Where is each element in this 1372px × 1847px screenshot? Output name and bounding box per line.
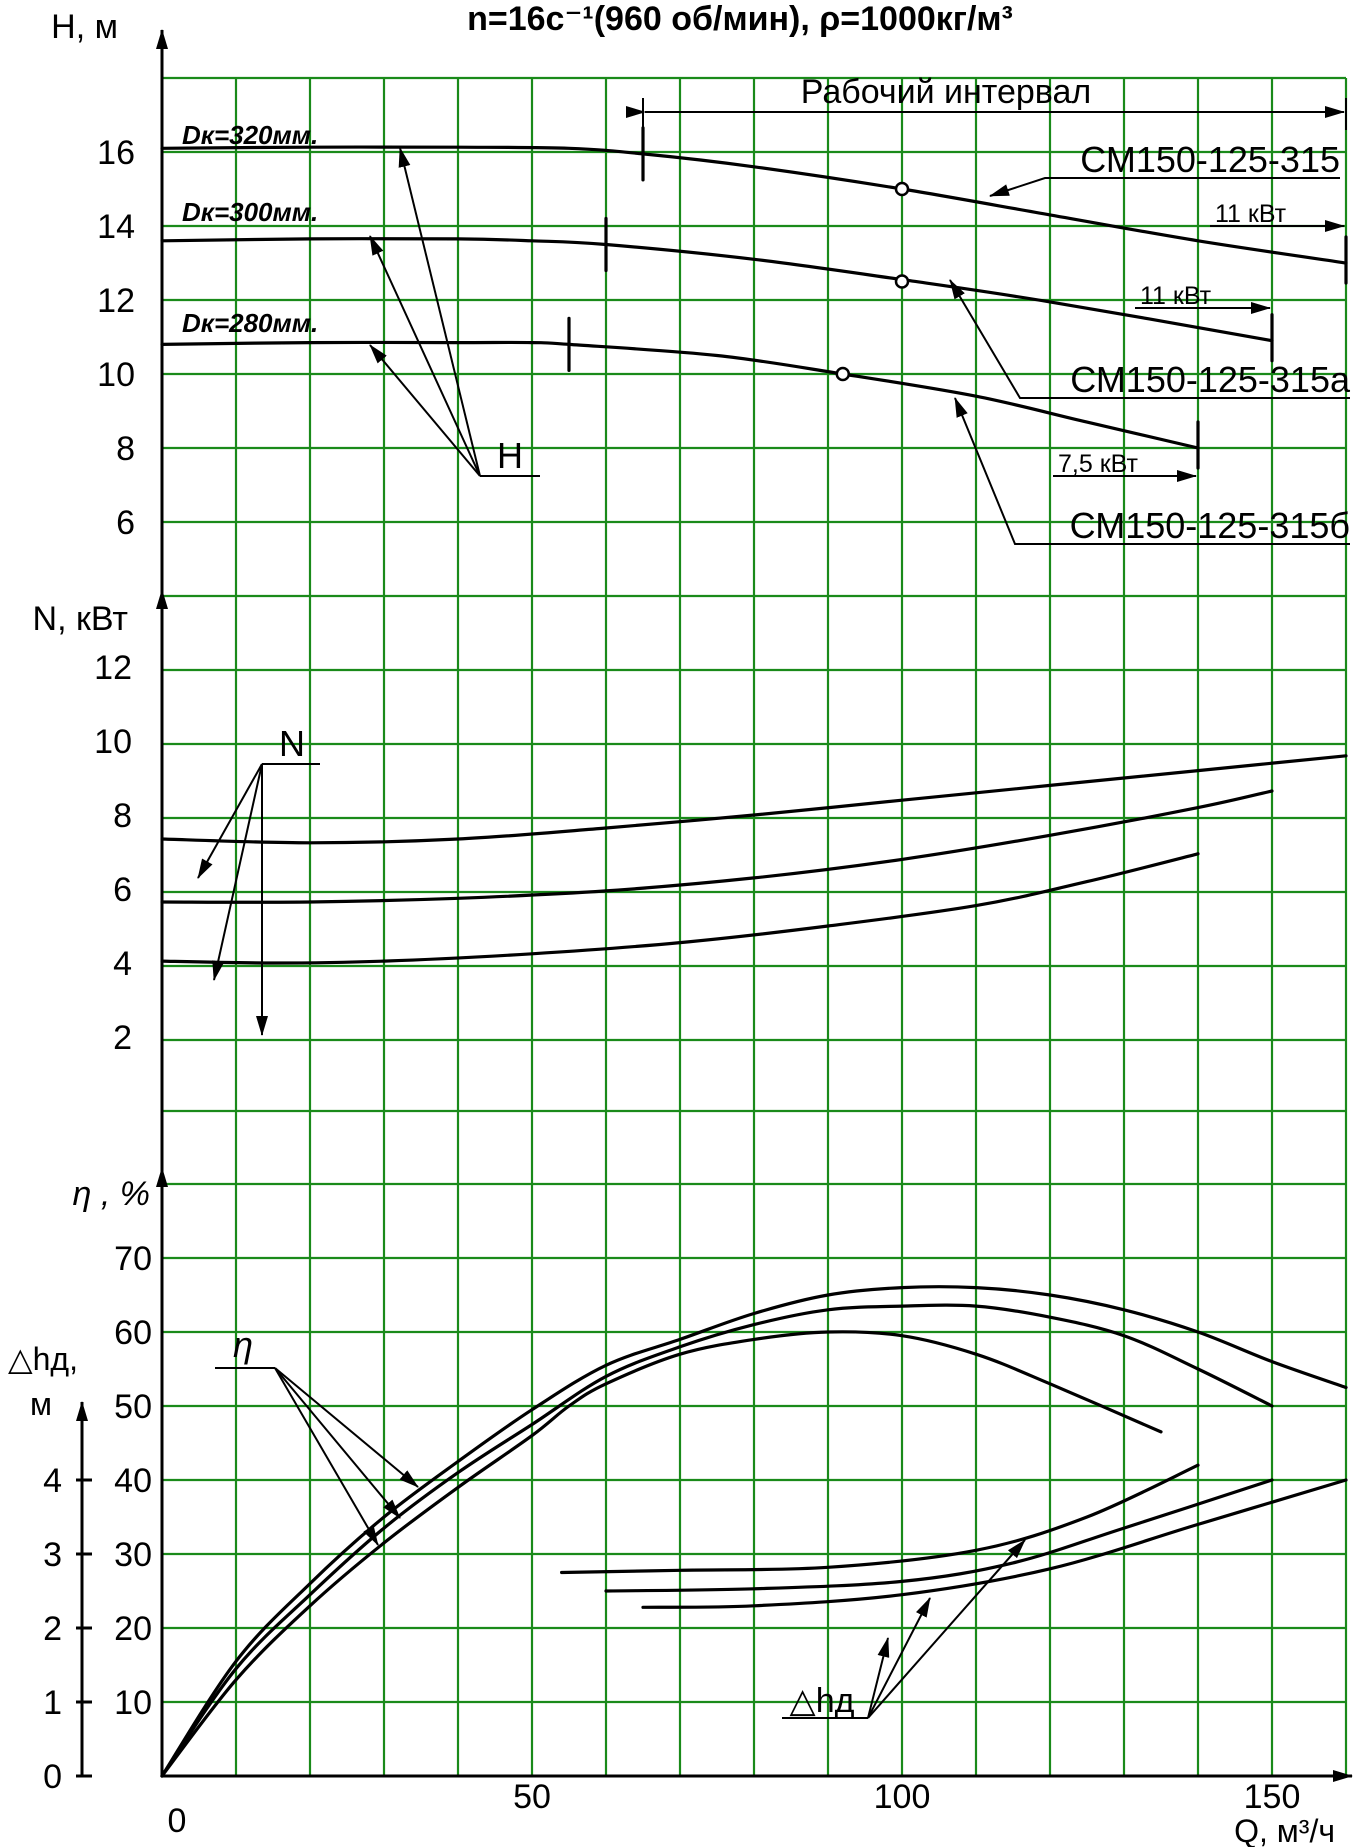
pump-label-315a: СМ150-125-315а: [1070, 359, 1351, 400]
power-label-315b: 7,5 кВт: [1058, 450, 1138, 478]
diameter-label-320: Dк=320мм.: [182, 120, 318, 150]
curve-leader-eta-300: [274, 1367, 401, 1519]
power-label-315: 11 кВт: [1215, 200, 1287, 228]
power-curve-320: [160, 754, 1348, 845]
power-curve-300: [160, 789, 1274, 904]
tick-eta-2: 20: [114, 1610, 152, 1648]
curve-leader-npsh-300: [867, 1597, 931, 1719]
tick-head-2: 10: [97, 356, 135, 394]
pump-label-leader-280: [954, 397, 1350, 545]
tick-x-1: 50: [513, 1778, 551, 1816]
diameter-label-280: Dк=280мм.: [182, 308, 318, 338]
power-curve-280: [160, 852, 1200, 965]
tick-power-3: 8: [113, 797, 132, 835]
tick-head-4: 14: [97, 208, 135, 246]
diameter-label-300: Dк=300мм.: [182, 197, 318, 227]
efficiency-curve-280: [160, 1330, 1163, 1778]
head-curve-320: [160, 145, 1348, 265]
tick-eta-1: 10: [114, 1684, 152, 1722]
curve-leader-npsh-280: [867, 1539, 1026, 1719]
tick-power-5: 12: [94, 649, 132, 687]
pump-label-leader-320: [989, 177, 1340, 197]
bep-point-300: [894, 274, 910, 289]
tick-x-2: 100: [874, 1778, 931, 1816]
axis-title-head: H, м: [51, 8, 118, 46]
curve-label-h: H: [497, 435, 523, 476]
curves: [160, 145, 1348, 1778]
tick-head-3: 12: [97, 282, 135, 320]
npsh-curve-300: [604, 1478, 1274, 1593]
curve-leader-n-320: [197, 763, 263, 879]
tick-eta-3: 30: [114, 1536, 152, 1574]
tick-head-1: 8: [116, 430, 135, 468]
head-curve-280: [160, 340, 1200, 450]
curve-label-eta: η: [233, 1324, 253, 1365]
chart-title: n=16c⁻¹(960 об/мин), ρ=1000кг/м³: [467, 0, 1013, 38]
bep-point-280: [835, 366, 851, 382]
npsh-curve-280: [560, 1463, 1200, 1575]
axis-title-efficiency: η , %: [73, 1175, 150, 1213]
grid: [162, 76, 1348, 1776]
pump-label-315: СМ150-125-315: [1080, 139, 1340, 180]
power-label-315a: 11 кВт: [1140, 282, 1212, 310]
tick-power-0: 2: [113, 1019, 132, 1057]
bep-point-320: [894, 181, 910, 197]
tick-eta-7: 70: [114, 1240, 152, 1278]
curve-leader-h-300: [369, 235, 481, 477]
curve-leader-eta-320: [274, 1367, 419, 1488]
tick-eta-5: 50: [114, 1388, 152, 1426]
tick-npsh-0: 0: [43, 1758, 62, 1796]
marks: [76, 29, 1353, 1782]
axis-title-npsh-unit: м: [30, 1386, 52, 1422]
efficiency-curve-300: [160, 1303, 1274, 1778]
tick-x-0: 0: [168, 1802, 187, 1840]
tick-npsh-4: 4: [43, 1462, 62, 1500]
tick-x-3: 150: [1244, 1778, 1301, 1816]
axis-title-x: Q, м³/ч: [1234, 1813, 1335, 1847]
axis-title-npsh: △hд,: [8, 1341, 78, 1377]
curve-label-n: N: [279, 723, 305, 764]
tick-power-1: 4: [113, 945, 132, 983]
tick-npsh-2: 2: [43, 1610, 62, 1648]
tick-power-4: 10: [94, 723, 132, 761]
curve-leader-npsh-320: [867, 1637, 890, 1719]
tick-power-2: 6: [113, 871, 132, 909]
efficiency-curve-320: [160, 1285, 1348, 1778]
head-curve-300: [160, 237, 1274, 343]
curve-label-npsh: △hд: [790, 1682, 855, 1720]
tick-head-0: 6: [116, 504, 135, 542]
tick-eta-4: 40: [114, 1462, 152, 1500]
curve-leader-n-300: [212, 763, 263, 981]
curve-leader-h-280: [369, 344, 481, 477]
tick-npsh-3: 3: [43, 1536, 62, 1574]
tick-npsh-1: 1: [43, 1684, 62, 1722]
pump-label-leader-300: [949, 279, 1350, 399]
curve-leader-h-320: [398, 147, 481, 477]
tick-eta-6: 60: [114, 1314, 152, 1352]
curve-leader-eta-280: [274, 1367, 379, 1546]
pump-label-315b: СМ150-125-315б: [1070, 505, 1350, 546]
axis-title-power: N, кВт: [33, 600, 128, 638]
labels: 6810121416246810121020304050607001234050…: [43, 134, 1300, 1840]
tick-head-5: 16: [97, 134, 135, 172]
work-interval-label: Рабочий интервал: [801, 73, 1091, 111]
